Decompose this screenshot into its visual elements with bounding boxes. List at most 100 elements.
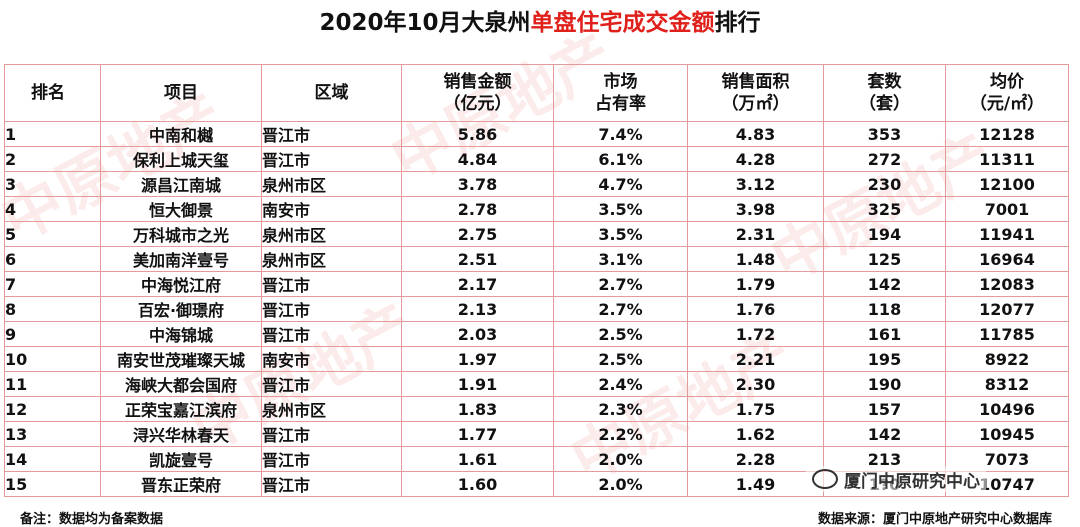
cell-area: 泉州市区 [261, 221, 402, 247]
cell-rank: 4 [4, 196, 101, 222]
cell-area: 泉州市区 [261, 246, 402, 272]
cell-project: 晋东正荣府 [100, 471, 262, 497]
cell-market-share: 2.0% [553, 471, 688, 497]
cell-project: 正荣宝嘉江滨府 [100, 396, 262, 422]
cell-area: 晋江市 [261, 271, 402, 297]
cell-rank: 9 [4, 321, 101, 347]
header-area: 区域 [261, 64, 402, 122]
cell-units: 142 [823, 271, 946, 297]
table-row: 8 百宏·御璟府 晋江市 2.13 2.7% 1.76 118 12077 [4, 296, 1069, 322]
cell-market-share: 2.5% [553, 346, 688, 372]
cell-area: 晋江市 [261, 321, 402, 347]
cell-sales-amount: 1.61 [401, 446, 554, 472]
cell-area: 晋江市 [261, 371, 402, 397]
cell-sales-area: 1.48 [687, 246, 824, 272]
cell-avg-price: 12128 [945, 121, 1069, 147]
cell-project: 保利上城天玺 [100, 146, 262, 172]
cell-area: 南安市 [261, 346, 402, 372]
header-market-share: 市场 占有率 [553, 64, 688, 122]
footnote: 备注：数据均为备案数据 [20, 512, 164, 527]
table-row: 7 中海悦江府 晋江市 2.17 2.7% 1.79 142 12083 [4, 271, 1069, 297]
cell-market-share: 6.1% [553, 146, 688, 172]
cell-avg-price: 12083 [945, 271, 1069, 297]
cell-rank: 8 [4, 296, 101, 322]
cell-sales-amount: 2.78 [401, 196, 554, 222]
cell-avg-price: 8922 [945, 346, 1069, 372]
cell-market-share: 2.5% [553, 321, 688, 347]
cell-sales-amount: 4.84 [401, 146, 554, 172]
table-row: 13 浔兴华林春天 晋江市 1.77 2.2% 1.62 142 10945 [4, 421, 1069, 447]
cell-avg-price: 12077 [945, 296, 1069, 322]
cell-sales-area: 1.75 [687, 396, 824, 422]
cell-project: 中海锦城 [100, 321, 262, 347]
cell-rank: 12 [4, 396, 101, 422]
cell-sales-area: 1.72 [687, 321, 824, 347]
cell-units: 230 [823, 171, 946, 197]
header-sales-area: 销售面积 （万㎡） [687, 64, 824, 122]
cell-sales-area: 4.28 [687, 146, 824, 172]
cell-sales-amount: 2.03 [401, 321, 554, 347]
cell-market-share: 2.4% [553, 371, 688, 397]
header-avg-price: 均价 （元/㎡） [945, 64, 1069, 122]
cell-area: 晋江市 [261, 446, 402, 472]
cell-sales-area: 1.62 [687, 421, 824, 447]
cell-avg-price: 10945 [945, 421, 1069, 447]
cell-avg-price: 7073 [945, 446, 1069, 472]
cell-sales-amount: 1.60 [401, 471, 554, 497]
cell-area: 泉州市区 [261, 171, 402, 197]
header-units: 套数 （套） [823, 64, 946, 122]
cell-rank: 14 [4, 446, 101, 472]
cell-sales-amount: 3.78 [401, 171, 554, 197]
cell-rank: 13 [4, 421, 101, 447]
cell-sales-amount: 2.13 [401, 296, 554, 322]
cell-sales-amount: 1.83 [401, 396, 554, 422]
cell-sales-area: 3.12 [687, 171, 824, 197]
wechat-watermark: 厦门中原研究中心 [806, 466, 986, 492]
cell-market-share: 2.7% [553, 271, 688, 297]
table-row: 6 美加南洋壹号 泉州市区 2.51 3.1% 1.48 125 16964 [4, 246, 1069, 272]
table-row: 11 海峡大都会国府 晋江市 1.91 2.4% 2.30 190 8312 [4, 371, 1069, 397]
cell-sales-area: 2.31 [687, 221, 824, 247]
cell-rank: 5 [4, 221, 101, 247]
cell-project: 源昌江南城 [100, 171, 262, 197]
page-title: 2020年10月大泉州单盘住宅成交金额排行 [0, 0, 1080, 36]
cell-market-share: 3.5% [553, 221, 688, 247]
cell-avg-price: 12100 [945, 171, 1069, 197]
cell-sales-amount: 2.51 [401, 246, 554, 272]
data-source: 数据来源：厦门中原地产研究中心数据库 [817, 512, 1052, 527]
cell-units: 194 [823, 221, 946, 247]
cell-market-share: 2.2% [553, 421, 688, 447]
table-row: 5 万科城市之光 泉州市区 2.75 3.5% 2.31 194 11941 [4, 221, 1069, 247]
cell-sales-area: 1.49 [687, 471, 824, 497]
header-project: 项目 [100, 64, 262, 122]
cell-rank: 11 [4, 371, 101, 397]
wechat-icon [812, 469, 838, 489]
table-body: 1 中南和樾 晋江市 5.86 7.4% 4.83 353 12128 2 保利上城天玺 晋江市 4.… [4, 121, 1069, 497]
cell-units: 325 [823, 196, 946, 222]
cell-avg-price: 16964 [945, 246, 1069, 272]
cell-project: 凯旋壹号 [100, 446, 262, 472]
table-row: 4 恒大御景 南安市 2.78 3.5% 3.98 325 7001 [4, 196, 1069, 222]
cell-avg-price: 7001 [945, 196, 1069, 222]
cell-area: 晋江市 [261, 296, 402, 322]
cell-area: 泉州市区 [261, 396, 402, 422]
cell-avg-price: 8312 [945, 371, 1069, 397]
title-suffix: 排行 [714, 10, 761, 36]
cell-rank: 10 [4, 346, 101, 372]
cell-rank: 6 [4, 246, 101, 272]
cell-project: 南安世茂璀璨天城 [100, 346, 262, 372]
cell-units: 118 [823, 296, 946, 322]
cell-units: 157 [823, 396, 946, 422]
cell-units: 190 [823, 371, 946, 397]
table-row: 10 南安世茂璀璨天城 南安市 1.97 2.5% 2.21 195 8922 [4, 346, 1069, 372]
cell-market-share: 3.1% [553, 246, 688, 272]
cell-sales-area: 2.21 [687, 346, 824, 372]
cell-project: 中海悦江府 [100, 271, 262, 297]
cell-project: 浔兴华林春天 [100, 421, 262, 447]
cell-project: 万科城市之光 [100, 221, 262, 247]
cell-sales-area: 1.76 [687, 296, 824, 322]
cell-market-share: 2.3% [553, 396, 688, 422]
header-sales-amount: 销售金额 （亿元） [401, 64, 554, 122]
table-row: 1 中南和樾 晋江市 5.86 7.4% 4.83 353 12128 [4, 121, 1069, 147]
cell-area: 晋江市 [261, 421, 402, 447]
